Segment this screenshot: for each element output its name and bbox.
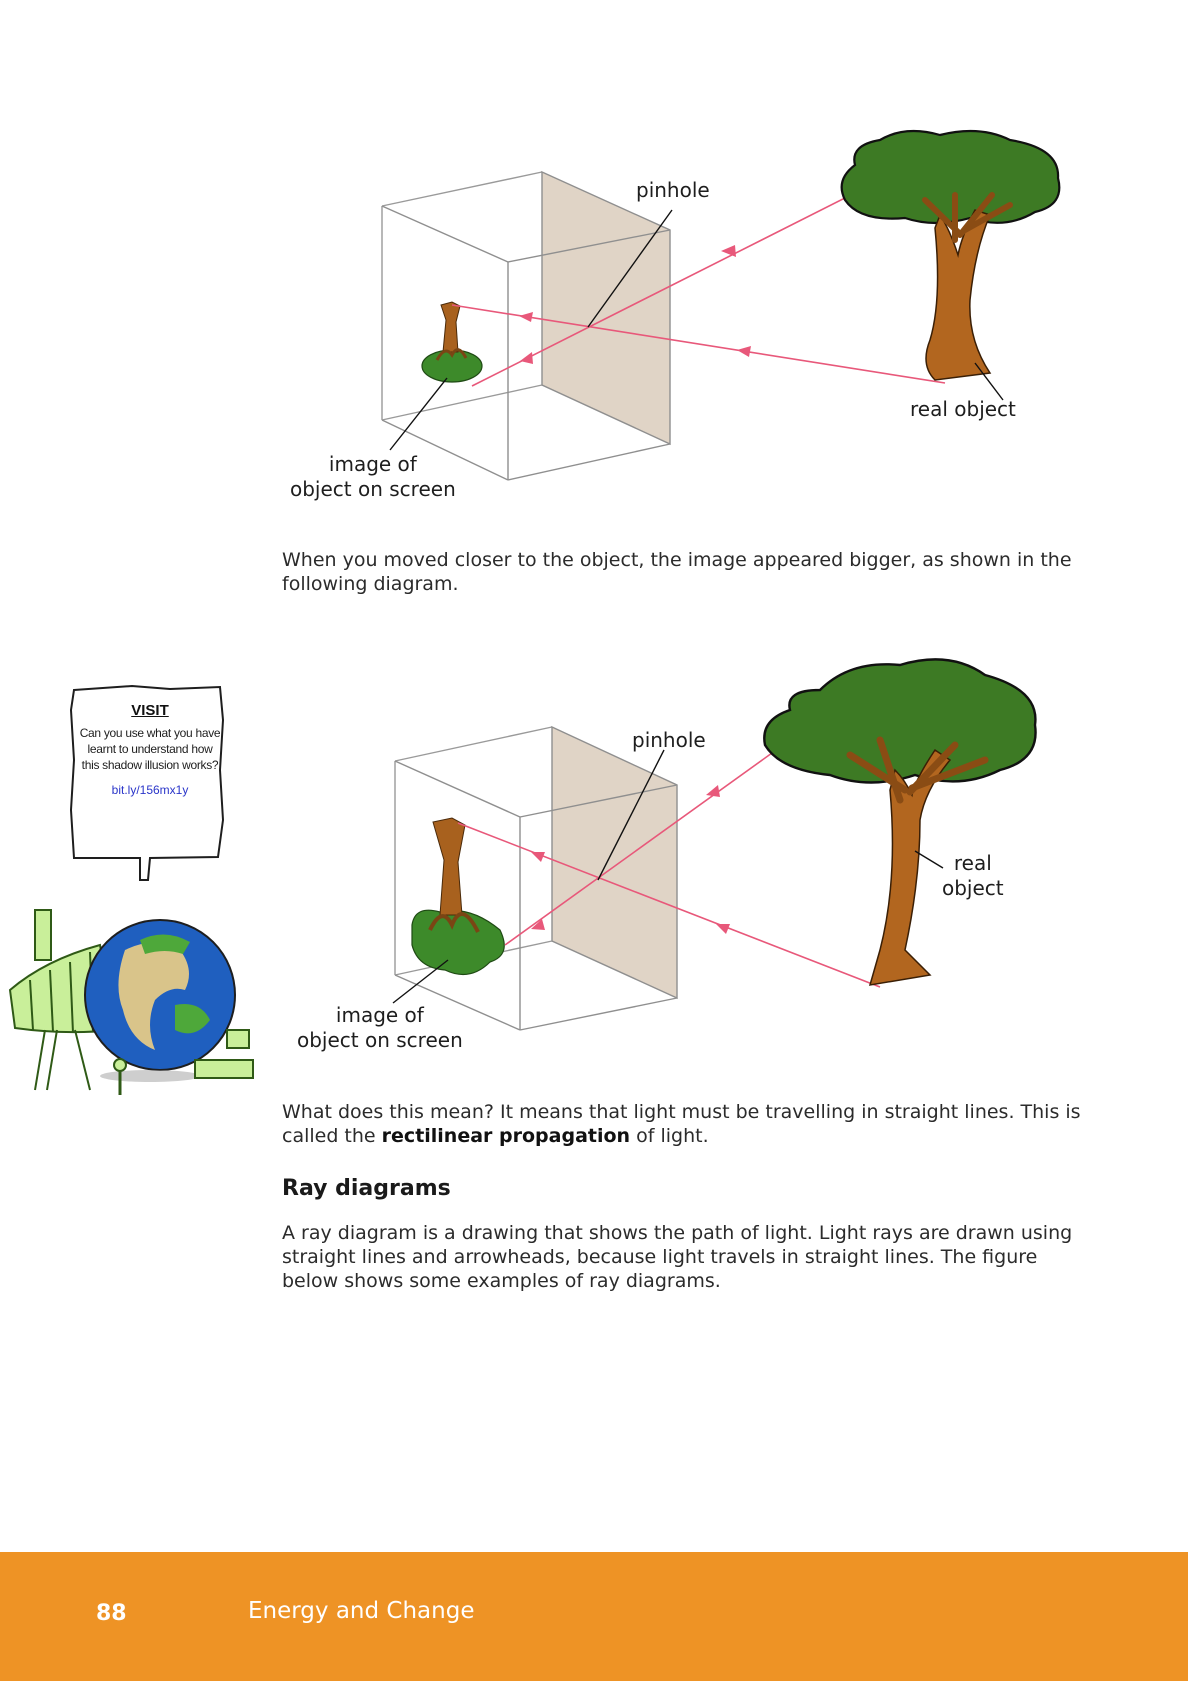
tree-real-object-2 — [763, 658, 1037, 986]
ray-arrowhead — [520, 352, 533, 364]
image-label-line1: image of — [335, 1003, 424, 1027]
real-object-line2: object — [942, 876, 1004, 900]
pinhole-label: pinhole — [636, 178, 710, 202]
visit-body: Can you use what you have learnt to unde… — [79, 726, 221, 772]
pinhole-camera-diagram-1 — [381, 129, 1061, 481]
image-on-screen-label: image of object on screen — [297, 1003, 463, 1053]
pinhole-screen-face — [551, 725, 678, 1000]
pinhole-label: pinhole — [632, 728, 706, 752]
tree-real-object-1 — [840, 129, 1061, 381]
paragraph-ray-diagram-definition: A ray diagram is a drawing that shows th… — [282, 1222, 1073, 1292]
visit-callout: VISIT Can you use what you have learnt t… — [78, 696, 222, 797]
earth-telescope-illustration — [8, 909, 254, 1095]
ray-arrowhead — [721, 245, 736, 257]
paragraph-rectilinear: What does this mean? It means that light… — [282, 1100, 1082, 1148]
real-object-label: real object — [942, 851, 1004, 901]
visit-link[interactable]: bit.ly/156mx1y — [111, 783, 189, 797]
rectilinear-propagation-term: rectilinear propagation — [381, 1125, 631, 1147]
section-heading-ray-diagrams: Ray diagrams — [282, 1176, 451, 1201]
ray-arrowhead — [737, 346, 751, 357]
image-label-line2: object on screen — [290, 477, 456, 501]
inverted-image-1 — [421, 301, 483, 383]
ray-arrowhead — [519, 312, 533, 322]
page-number: 88 — [96, 1601, 127, 1626]
image-label-line1: image of — [328, 452, 417, 476]
pinhole-screen-face — [541, 170, 671, 446]
paragraph2-text-after: of light. — [630, 1125, 709, 1147]
real-object-label: real object — [910, 397, 1016, 421]
paragraph2-text-before: What does this mean? It means that light… — [282, 1101, 1081, 1147]
visit-speech-bubble — [69, 684, 225, 881]
footer-bar — [0, 1552, 1188, 1681]
real-object-line1: real — [953, 851, 992, 875]
inverted-image-2 — [411, 817, 505, 976]
book-title: Energy and Change — [248, 1598, 475, 1624]
visit-title: VISIT — [131, 702, 169, 719]
image-label-line2: object on screen — [297, 1028, 463, 1052]
image-on-screen-label: image of object on screen — [290, 452, 456, 502]
paragraph-image-bigger: When you moved closer to the object, the… — [282, 549, 1072, 595]
pinhole-camera-diagram-2 — [392, 658, 1037, 1031]
